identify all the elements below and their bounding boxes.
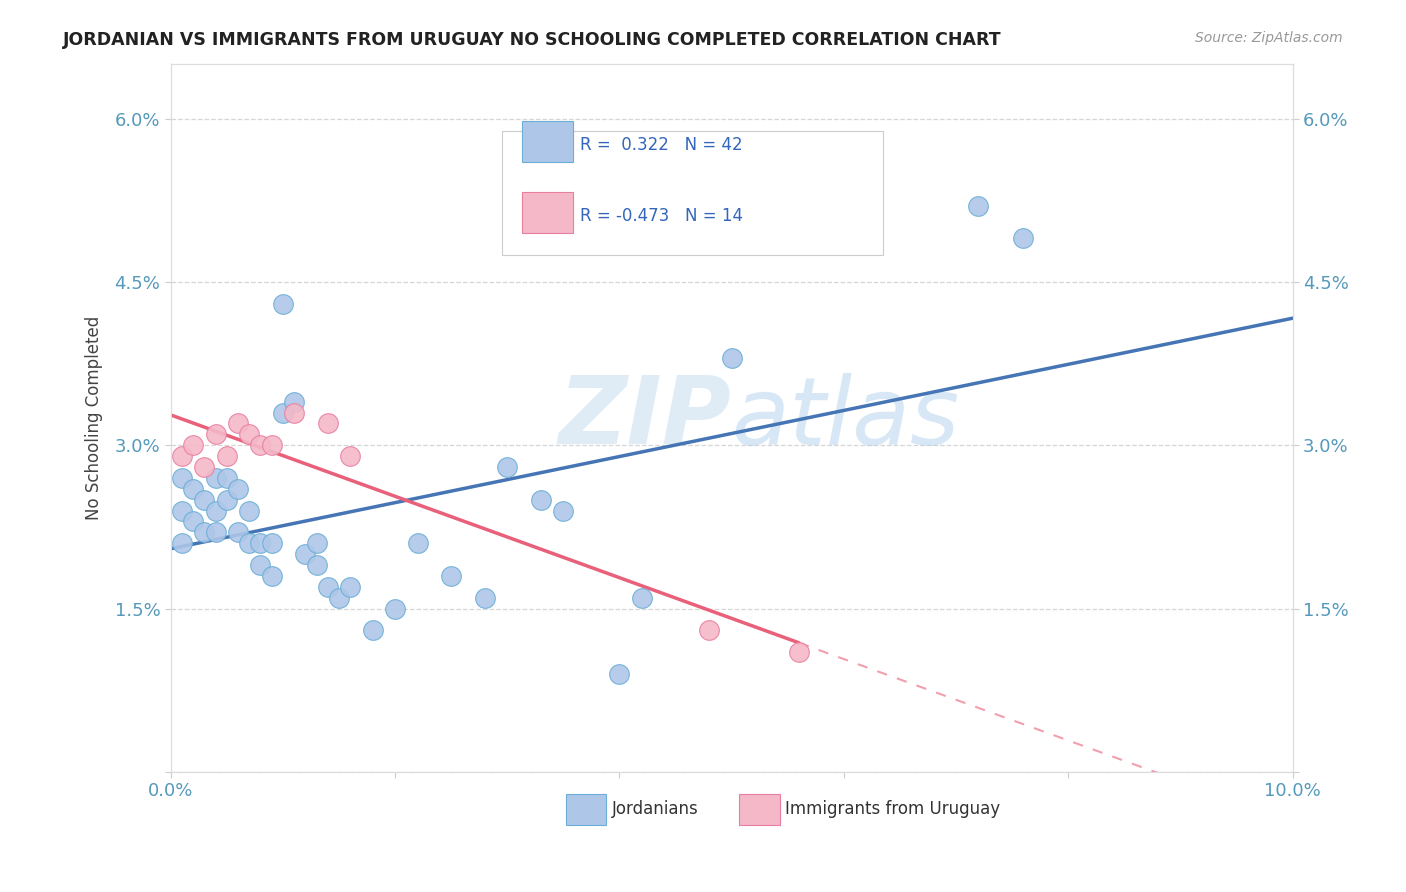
Point	[440, 569, 463, 583]
Text: JORDANIAN VS IMMIGRANTS FROM URUGUAY NO SCHOOLING COMPLETED CORRELATION CHART: JORDANIAN VS IMMIGRANTS FROM URUGUAY NO …	[63, 31, 1002, 49]
Point	[170, 471, 193, 485]
Y-axis label: No Schooling Completed: No Schooling Completed	[86, 316, 103, 520]
Point	[316, 417, 339, 431]
Point	[181, 515, 204, 529]
Point	[193, 492, 215, 507]
Point	[215, 471, 238, 485]
Point	[193, 525, 215, 540]
Point	[260, 536, 283, 550]
Point	[215, 449, 238, 463]
Point	[249, 536, 271, 550]
Point	[339, 449, 361, 463]
Point	[226, 417, 249, 431]
Point	[305, 536, 328, 550]
Point	[631, 591, 654, 605]
Point	[181, 438, 204, 452]
Text: Source: ZipAtlas.com: Source: ZipAtlas.com	[1195, 31, 1343, 45]
Point	[553, 503, 575, 517]
Point	[530, 492, 553, 507]
Point	[204, 427, 226, 442]
Point	[204, 471, 226, 485]
Point	[474, 591, 496, 605]
Text: Immigrants from Uruguay: Immigrants from Uruguay	[786, 800, 1001, 819]
Point	[609, 667, 631, 681]
Point	[406, 536, 429, 550]
Point	[697, 624, 720, 638]
Point	[305, 558, 328, 572]
Point	[720, 351, 742, 365]
FancyBboxPatch shape	[565, 794, 606, 825]
Point	[1012, 231, 1035, 245]
Point	[271, 406, 294, 420]
Text: ZIP: ZIP	[558, 372, 731, 464]
Point	[249, 558, 271, 572]
Point	[226, 482, 249, 496]
Text: atlas: atlas	[731, 373, 960, 464]
FancyBboxPatch shape	[502, 131, 883, 255]
FancyBboxPatch shape	[740, 794, 780, 825]
Point	[316, 580, 339, 594]
Point	[181, 482, 204, 496]
FancyBboxPatch shape	[522, 121, 574, 162]
Point	[384, 601, 406, 615]
Point	[238, 427, 260, 442]
Point	[294, 547, 316, 561]
Point	[271, 296, 294, 310]
Point	[967, 199, 990, 213]
Point	[260, 569, 283, 583]
Point	[787, 645, 810, 659]
Point	[361, 624, 384, 638]
Point	[249, 438, 271, 452]
Text: R =  0.322   N = 42: R = 0.322 N = 42	[581, 136, 742, 154]
Text: R = -0.473   N = 14: R = -0.473 N = 14	[581, 207, 744, 226]
Point	[170, 536, 193, 550]
Point	[260, 438, 283, 452]
Point	[215, 492, 238, 507]
Point	[283, 406, 305, 420]
Point	[238, 503, 260, 517]
Point	[238, 536, 260, 550]
Point	[193, 460, 215, 475]
Point	[226, 525, 249, 540]
Text: Jordanians: Jordanians	[612, 800, 699, 819]
Point	[339, 580, 361, 594]
FancyBboxPatch shape	[522, 192, 574, 233]
Point	[283, 394, 305, 409]
Point	[328, 591, 350, 605]
Point	[204, 503, 226, 517]
Point	[204, 525, 226, 540]
Point	[170, 449, 193, 463]
Point	[496, 460, 519, 475]
Point	[170, 503, 193, 517]
